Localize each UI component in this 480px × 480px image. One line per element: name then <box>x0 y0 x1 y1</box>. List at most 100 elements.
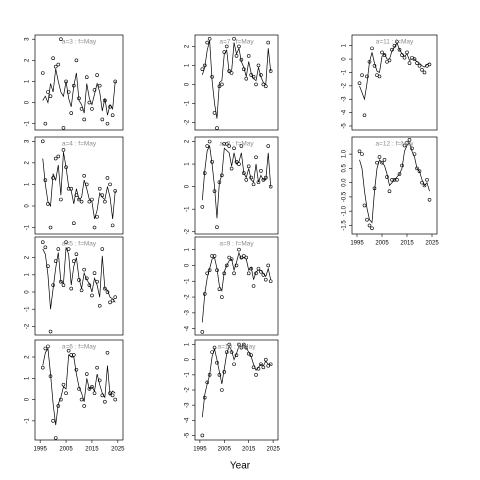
data-point <box>251 365 256 370</box>
data-point <box>113 397 118 402</box>
y-tick-label: -2 <box>185 228 191 234</box>
data-point <box>87 199 92 204</box>
panel-frame <box>351 34 438 131</box>
y-tick-label: 1 <box>25 376 31 380</box>
y-tick-label: -1 <box>25 120 31 126</box>
y-tick-label: -2 <box>185 294 191 300</box>
data-point <box>90 385 94 389</box>
data-point <box>51 176 55 180</box>
y-tick-label: -1 <box>25 418 31 424</box>
panel-frame <box>194 136 279 235</box>
data-point <box>242 171 246 175</box>
data-point <box>100 393 105 398</box>
data-point <box>365 74 369 79</box>
data-point <box>69 353 74 357</box>
data-point <box>110 113 115 118</box>
data-point <box>92 88 97 92</box>
x-tick-label: 1995 <box>33 447 47 453</box>
y-tick-label: 0 <box>185 184 191 188</box>
data-point <box>200 433 205 438</box>
y-tick-label: -5 <box>185 432 191 438</box>
data-point <box>210 254 214 258</box>
data-point <box>113 189 118 193</box>
data-point <box>202 171 207 175</box>
y-tick-label: -4 <box>185 325 191 331</box>
panel-frame <box>34 236 124 336</box>
data-point <box>407 61 412 65</box>
data-point <box>69 111 74 115</box>
data-point <box>97 83 102 88</box>
data-point <box>51 283 55 287</box>
data-point <box>95 279 99 284</box>
data-point <box>103 286 107 291</box>
data-point <box>210 75 214 79</box>
y-tick-label: -1 <box>185 372 191 378</box>
x-tick-label: 2015 <box>85 447 99 453</box>
data-point <box>113 79 118 84</box>
data-point <box>237 342 241 347</box>
data-point <box>64 165 68 169</box>
data-point <box>200 205 205 209</box>
data-point <box>40 240 45 244</box>
y-tick-label: 1 <box>342 43 348 47</box>
data-point <box>105 121 110 126</box>
data-point <box>405 140 409 145</box>
data-point <box>229 257 234 261</box>
data-point <box>90 293 94 298</box>
data-point <box>249 175 253 180</box>
data-point <box>205 380 210 385</box>
data-point <box>82 267 86 272</box>
data-point <box>402 55 407 60</box>
data-point <box>405 50 409 55</box>
data-point <box>59 397 63 402</box>
data-point <box>215 268 219 272</box>
data-point <box>251 182 256 187</box>
y-tick-label: 1.0 <box>342 149 348 158</box>
data-point <box>74 193 79 197</box>
data-point <box>66 90 71 94</box>
data-point <box>48 94 53 99</box>
y-tick-label: -3 <box>342 96 348 102</box>
data-point <box>227 69 231 73</box>
data-point <box>239 57 244 62</box>
data-point <box>234 160 239 164</box>
panel-title: a=7 : f=May <box>219 39 254 46</box>
data-point <box>61 283 66 287</box>
data-point <box>370 46 374 51</box>
data-point <box>72 83 76 88</box>
data-point <box>229 166 234 171</box>
x-tick-label: 1995 <box>350 241 364 247</box>
y-tick-label: -2 <box>185 119 191 125</box>
data-point <box>205 40 210 45</box>
data-point <box>110 298 115 303</box>
data-point <box>74 252 79 256</box>
data-point <box>108 182 112 187</box>
x-tick-label: 2025 <box>425 241 439 247</box>
data-point <box>268 362 273 367</box>
data-point <box>95 365 99 370</box>
data-point <box>263 277 268 282</box>
data-point <box>239 345 244 350</box>
y-tick-label: 3 <box>25 37 31 41</box>
y-tick-label: -4 <box>342 109 348 115</box>
data-point <box>222 271 227 276</box>
data-point <box>46 344 50 349</box>
fitted-line <box>201 40 272 119</box>
data-point <box>266 40 271 45</box>
data-point <box>200 330 205 334</box>
data-point <box>246 271 251 276</box>
data-point <box>232 36 236 41</box>
data-point <box>40 71 45 75</box>
data-point <box>77 278 81 282</box>
data-point <box>415 61 419 65</box>
data-point <box>217 287 222 291</box>
data-point <box>390 47 394 52</box>
y-tick-label: 3 <box>25 139 31 143</box>
data-point <box>220 295 224 299</box>
panel-title: a=10 : f=May <box>218 344 257 351</box>
data-point <box>242 342 246 347</box>
data-point <box>246 164 251 169</box>
data-point <box>82 404 86 408</box>
data-point <box>397 47 402 52</box>
panel-title: a=4 : f=May <box>62 141 97 148</box>
